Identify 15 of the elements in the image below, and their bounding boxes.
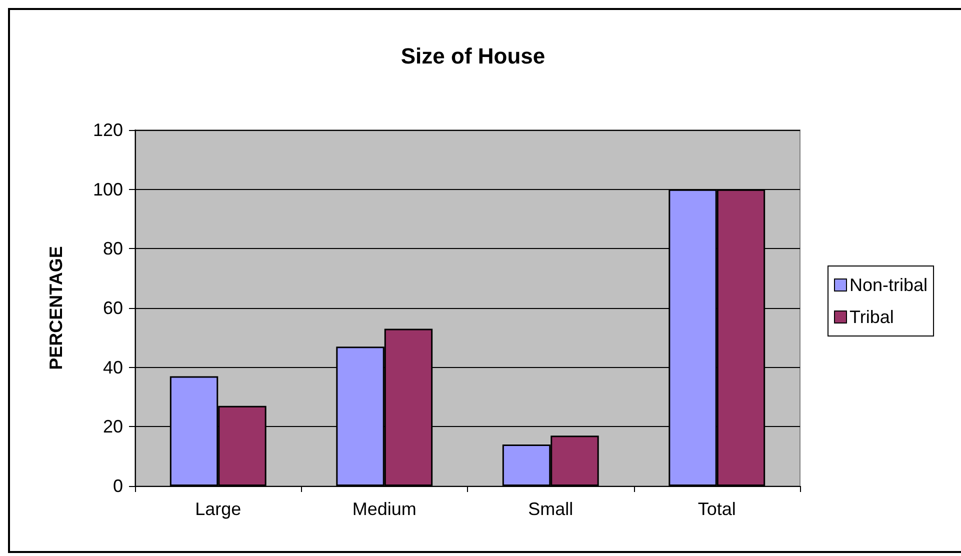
- y-tick-label: 80: [102, 238, 123, 259]
- x-tick-label: Small: [528, 499, 574, 519]
- x-tick-label: Large: [195, 499, 242, 519]
- x-tick-label: Total: [698, 499, 736, 519]
- y-axis-title: PERCENTAGE: [46, 246, 66, 370]
- y-tick-label: 100: [92, 179, 123, 200]
- legend-label: Tribal: [850, 307, 894, 327]
- y-tick-label: 0: [112, 476, 123, 496]
- y-tick-label: 20: [102, 416, 123, 437]
- legend-label: Non-tribal: [850, 275, 928, 295]
- x-tick-label: Medium: [352, 499, 416, 519]
- y-tick-label: 60: [102, 298, 123, 318]
- chart-title: Size of House: [400, 44, 546, 68]
- y-tick-label: 120: [92, 120, 123, 140]
- y-tick-label: 40: [102, 357, 123, 378]
